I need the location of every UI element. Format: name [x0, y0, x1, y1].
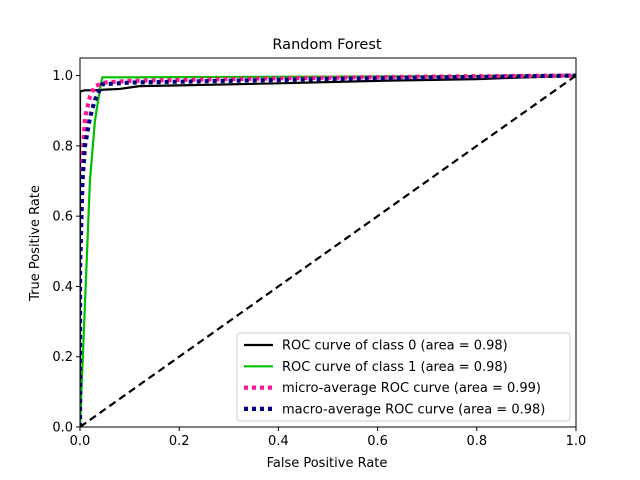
- x-tick-label: 0.2: [169, 434, 190, 449]
- y-tick-label: 0.4: [52, 280, 73, 295]
- chart-title: Random Forest: [272, 37, 381, 53]
- y-tick-label: 0.0: [52, 421, 73, 436]
- y-tick-label: 0.2: [52, 350, 73, 365]
- series-line-chance-diagonal: [80, 74, 576, 427]
- x-tick-label: 0.4: [268, 434, 289, 449]
- x-tick-label: 0.8: [466, 434, 487, 449]
- legend-label-roc-curve-of-class-1-area-0-98: ROC curve of class 1 (area = 0.98): [282, 360, 508, 375]
- legend-label-macro-average-roc-curve-area-0-98: macro-average ROC curve (area = 0.98): [282, 402, 545, 417]
- x-tick-label: 0.6: [367, 434, 388, 449]
- series-group: [80, 73, 576, 427]
- x-tick-label: 1.0: [566, 434, 587, 449]
- legend-box: [236, 332, 571, 422]
- series-line-roc-curve-of-class-0-area-0-98: [80, 74, 576, 427]
- y-axis-label: True Positive Rate: [28, 185, 43, 302]
- legend-label-micro-average-roc-curve-area-0-99: micro-average ROC curve (area = 0.99): [282, 381, 541, 396]
- series-line-micro-average-roc-curve-area-0-99: [80, 73, 576, 427]
- legend-label-roc-curve-of-class-0-area-0-98: ROC curve of class 0 (area = 0.98): [282, 339, 508, 354]
- plot-frame: [79, 57, 577, 428]
- x-tick-label: 0.0: [70, 434, 91, 449]
- y-tick-label: 0.6: [52, 210, 73, 225]
- series-line-roc-curve-of-class-1-area-0-98: [80, 74, 576, 427]
- y-tick-label: 1.0: [52, 69, 73, 84]
- x-axis-label: False Positive Rate: [267, 456, 388, 471]
- series-line-macro-average-roc-curve-area-0-98: [80, 73, 576, 427]
- y-tick-label: 0.8: [52, 139, 73, 154]
